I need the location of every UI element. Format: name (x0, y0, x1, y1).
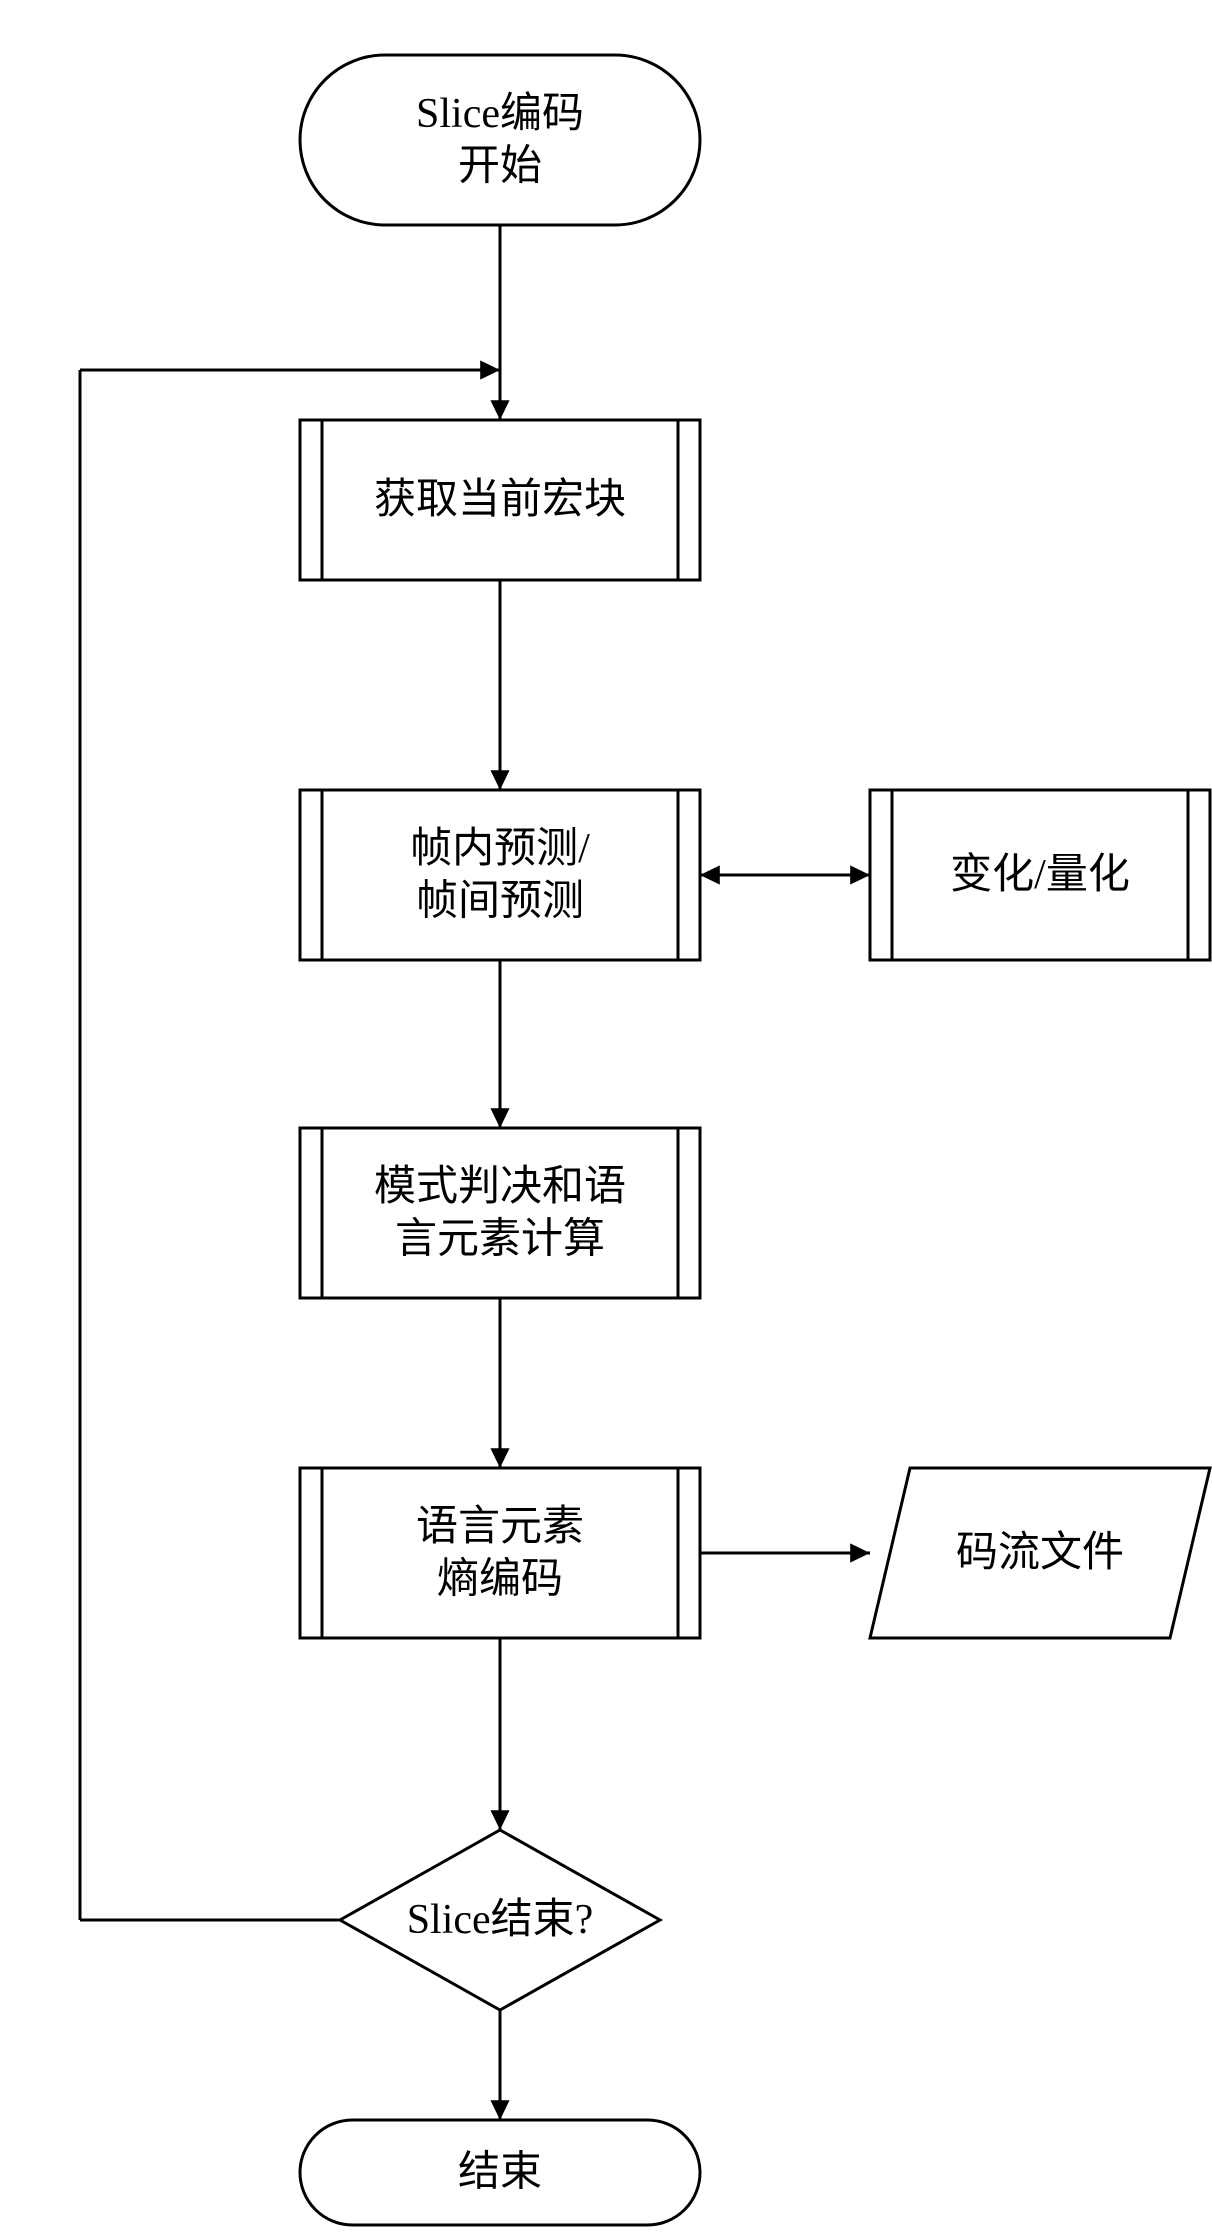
svg-text:Slice编码: Slice编码 (416, 91, 584, 137)
svg-text:模式判决和语: 模式判决和语 (374, 1164, 626, 1210)
svg-text:帧间预测: 帧间预测 (416, 878, 584, 924)
svg-text:帧内预测/: 帧内预测/ (410, 826, 590, 872)
svg-text:变化/量化: 变化/量化 (950, 851, 1130, 898)
svg-text:获取当前宏块: 获取当前宏块 (374, 476, 626, 523)
svg-text:开始: 开始 (458, 143, 542, 189)
svg-text:结束: 结束 (458, 2150, 542, 2196)
svg-text:熵编码: 熵编码 (437, 1555, 563, 1602)
svg-text:语言元素: 语言元素 (416, 1504, 584, 1550)
svg-text:言元素计算: 言元素计算 (395, 1216, 605, 1262)
svg-text:Slice结束?: Slice结束? (407, 1897, 594, 1943)
svg-text:码流文件: 码流文件 (956, 1529, 1124, 1576)
flowchart-canvas: Slice编码开始获取当前宏块帧内预测/帧间预测 变化/量化模式判决和语言元素计算… (0, 0, 1212, 2235)
